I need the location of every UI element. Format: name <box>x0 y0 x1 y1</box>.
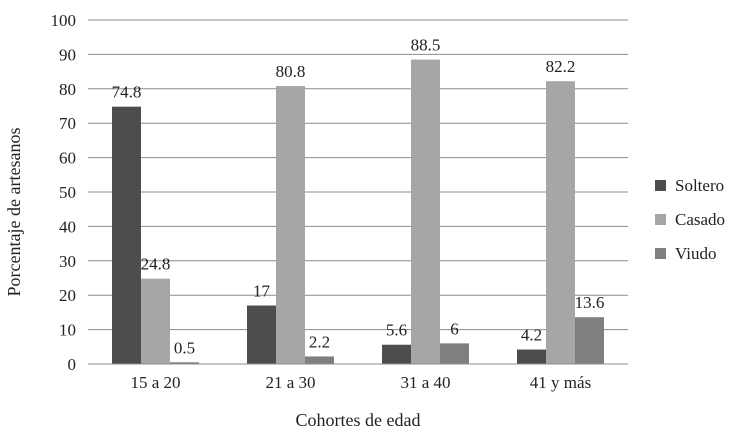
x-tick-labels: 15 a 20 21 a 30 31 a 40 41 y más <box>130 373 591 392</box>
bar-casado-1 <box>141 278 170 364</box>
legend-label-soltero: Soltero <box>675 176 724 195</box>
bar-soltero-3 <box>382 344 411 364</box>
bar-viudo-4 <box>575 317 604 364</box>
y-tick-label: 50 <box>59 183 76 202</box>
bar-soltero-4 <box>517 349 546 364</box>
data-label: 88.5 <box>411 36 441 55</box>
bar-viudo-1 <box>170 362 199 364</box>
y-tick-label: 100 <box>51 11 77 30</box>
legend-label-casado: Casado <box>675 210 725 229</box>
x-tick-label: 15 a 20 <box>130 373 180 392</box>
data-label: 80.8 <box>276 62 306 81</box>
x-tick-label: 41 y más <box>530 373 591 392</box>
y-tick-label: 30 <box>59 252 76 271</box>
data-label: 13.6 <box>575 293 605 312</box>
bar-casado-4 <box>546 81 575 365</box>
legend-label-viudo: Viudo <box>675 244 716 263</box>
x-tick-label: 21 a 30 <box>265 373 315 392</box>
bar-viudo-2 <box>305 356 334 364</box>
y-tick-label: 40 <box>59 217 76 236</box>
data-label: 82.2 <box>546 57 576 76</box>
y-tick-label: 20 <box>59 286 76 305</box>
data-label: 74.8 <box>112 83 142 102</box>
y-axis-title: Porcentaje de artesanos <box>4 128 24 297</box>
data-label: 2.2 <box>309 332 330 351</box>
bar-soltero-2 <box>247 305 276 364</box>
y-tick-label: 70 <box>59 114 76 133</box>
data-label: 0.5 <box>174 338 195 357</box>
data-label: 5.6 <box>386 321 407 340</box>
y-tick-label: 90 <box>59 45 76 64</box>
y-tick-label: 10 <box>59 321 76 340</box>
data-label: 4.2 <box>521 326 542 345</box>
data-label: 17 <box>253 282 271 301</box>
y-tick-labels: 0 10 20 30 40 50 60 70 80 90 100 <box>51 11 77 374</box>
legend: Soltero Casado Viudo <box>655 176 725 263</box>
legend-swatch-soltero <box>655 180 666 191</box>
bar-viudo-3 <box>440 343 469 364</box>
gridlines <box>88 19 628 331</box>
y-tick-label: 80 <box>59 80 76 99</box>
bars <box>112 59 604 365</box>
legend-swatch-viudo <box>655 248 666 259</box>
data-label: 24.8 <box>141 255 171 274</box>
bar-soltero-1 <box>112 106 141 365</box>
y-tick-label: 60 <box>59 149 76 168</box>
y-tick-label: 0 <box>68 355 77 374</box>
x-axis-title: Cohortes de edad <box>296 410 421 430</box>
data-labels: 74.8 24.8 0.5 17 80.8 2.2 5.6 88.5 6 4.2 82.2 13.6 <box>112 36 605 358</box>
x-tick-label: 31 a 40 <box>400 373 450 392</box>
bar-casado-3 <box>411 59 440 365</box>
legend-swatch-casado <box>655 214 666 225</box>
bar-casado-2 <box>276 86 305 364</box>
data-label: 6 <box>450 319 459 338</box>
